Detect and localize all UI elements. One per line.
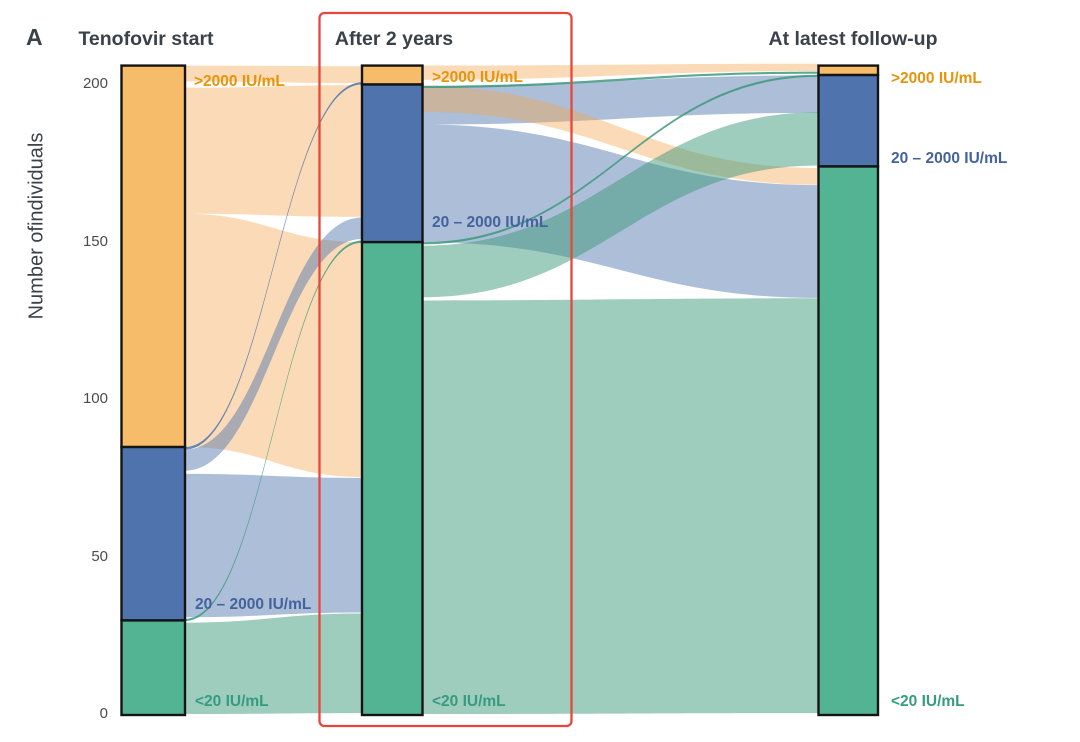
flow-ribbon [185,217,362,471]
stratum-bar [817,64,880,77]
flow-ribbon [185,213,362,477]
highlight-box [318,11,573,728]
stratum-bar [360,64,424,86]
stratum-bar [360,83,424,244]
stratum-bar [360,240,424,717]
stratum-bar [120,619,187,717]
category-label-after2y-low: <20 IU/mL [432,693,506,710]
y-tick-200: 200 [82,75,108,92]
category-label-latest-mid: 20 – 2000 IU/mL [891,150,1008,167]
flow-ribbon [422,75,819,125]
flow-ribbon [185,613,362,715]
stratum-bar [817,73,880,168]
stratum-bar [120,64,187,449]
flow-ribbon [185,82,362,450]
flow-ribbon [422,112,819,298]
y-tick-100: 100 [82,390,108,407]
y-tick-150: 150 [82,233,108,250]
panel-label: A [26,24,43,50]
column-header-tenofovir-start: Tenofovir start [78,28,214,50]
column-header-after-2-years: After 2 years [334,28,454,50]
flow-ribbon [185,240,362,622]
y-tick-0: 0 [99,705,108,722]
flow-ribbon [185,473,362,618]
stratum-bar [120,445,187,622]
flow-ribbon [422,71,819,88]
category-label-start-high: >2000 IU/mL [194,73,285,90]
category-label-after2y-high: >2000 IU/mL [432,69,523,86]
category-label-latest-low: <20 IU/mL [891,693,965,710]
flow-ribbon [422,63,819,80]
category-label-start-low: <20 IU/mL [195,693,269,710]
category-label-after2y-mid: 20 – 2000 IU/mL [432,214,549,231]
flow-ribbons-layer [185,63,819,715]
stratum-bars-layer [120,64,880,717]
category-label-latest-high: >2000 IU/mL [891,70,982,87]
flow-ribbon [185,65,362,84]
stratum-bar [817,165,880,717]
flow-ribbon [422,74,819,245]
flow-ribbon [422,298,819,715]
column-header-latest-follow-up: At latest follow-up [768,28,938,50]
y-axis-title: Number ofindividuals [25,132,48,320]
category-label-start-mid: 20 – 2000 IU/mL [195,596,312,613]
flow-ribbon [185,85,362,217]
y-tick-50: 50 [91,548,108,565]
